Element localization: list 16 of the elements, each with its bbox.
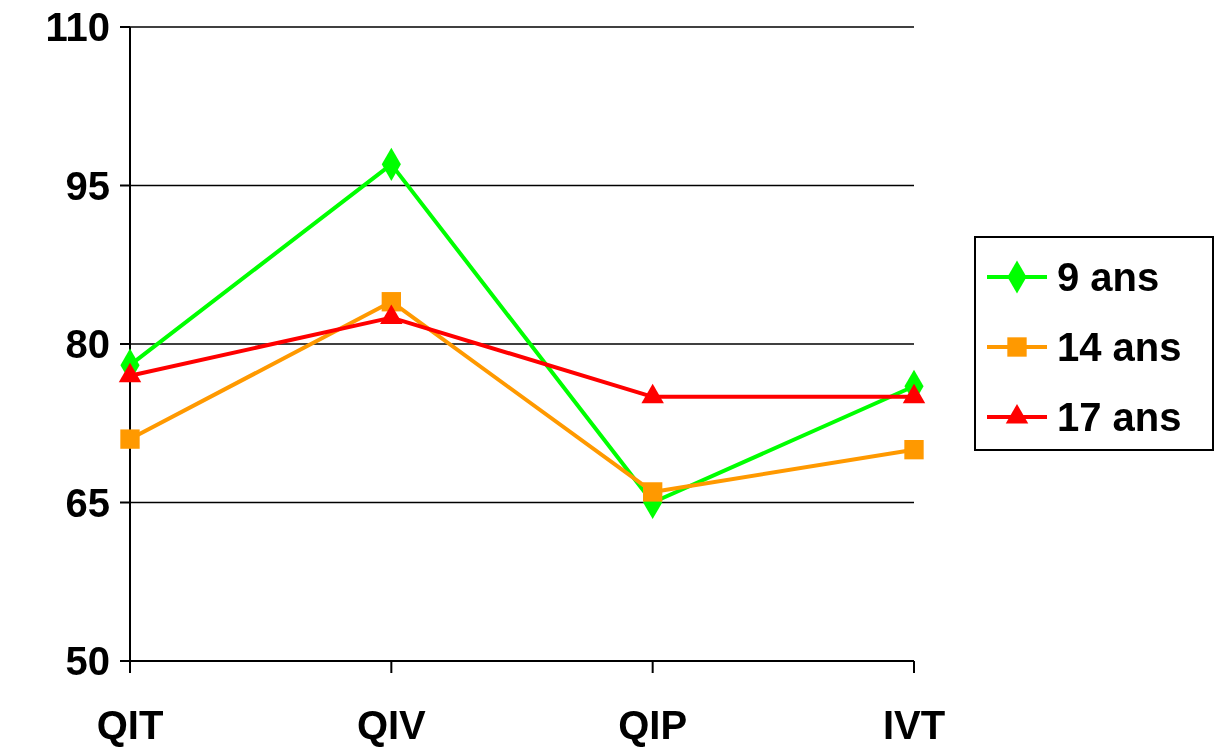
point — [120, 429, 140, 449]
y-tick-label: 110 — [45, 5, 110, 49]
point — [904, 439, 924, 460]
x-tick-label: QIT — [96, 703, 164, 747]
point — [381, 292, 402, 312]
x-tick-label: QIP — [618, 703, 688, 747]
legend-label: 17 ans — [1057, 395, 1182, 439]
y-tick-label: 95 — [65, 163, 110, 208]
y-tick-label: 50 — [65, 639, 110, 683]
x-tick-label: IVT — [882, 703, 946, 747]
x-tick-label: QIV — [356, 703, 427, 747]
point — [642, 482, 663, 502]
y-tick-label: 80 — [65, 322, 110, 366]
y-tick-label: 65 — [65, 480, 110, 525]
legend-label: 14 ans — [1057, 325, 1182, 369]
legend-label: 9 ans — [1057, 255, 1160, 299]
